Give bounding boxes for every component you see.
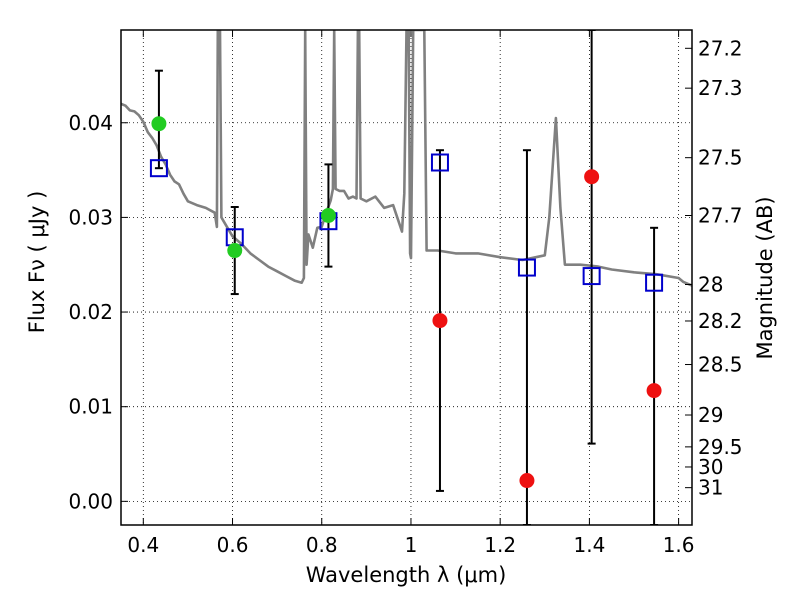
mag-tick-label: 29.5 — [698, 435, 743, 459]
mag-tick-label: 27.7 — [698, 203, 743, 227]
mag-tick-label: 28.2 — [698, 309, 743, 333]
non-detection-point — [646, 383, 662, 399]
photometry-square — [582, 267, 601, 286]
detection-point — [227, 243, 243, 259]
y-axis-label: Flux Fν ( μJy ) — [25, 191, 49, 334]
photometry-square — [149, 159, 168, 178]
x-tick-label: 1.2 — [484, 533, 516, 557]
x-tick-label: 1 — [405, 533, 418, 557]
detection-point — [151, 116, 167, 132]
axes: 0.4 0.6 0.8 1 1.2 1.4 1.6 0.00 0.01 0.02 0.03 0.04 2… — [68, 30, 743, 557]
photometry-square — [517, 258, 536, 277]
x-axis-label: Wavelength λ (μm) — [306, 563, 507, 587]
detection-point — [320, 208, 336, 224]
mag-tick-label: 28.5 — [698, 353, 743, 377]
y-tick-label: 0.03 — [68, 205, 113, 229]
photometry-square — [430, 153, 449, 172]
mag-tick-label: 28 — [698, 273, 723, 297]
mag-tick-label: 30 — [698, 455, 723, 479]
non-detection-point — [584, 169, 600, 185]
mag-tick-label: 27.3 — [698, 76, 743, 100]
x-tick-label: 1.4 — [573, 533, 605, 557]
y-tick-label: 0.01 — [68, 395, 113, 419]
y-tick-label: 0.02 — [68, 300, 113, 324]
non-detection-point — [519, 473, 535, 489]
x-tick-label: 0.4 — [127, 533, 159, 557]
sed-line — [121, 30, 692, 287]
plot-frame — [120, 29, 693, 526]
y-tick-label: 0.04 — [68, 111, 113, 135]
mag-tick-label: 27.2 — [698, 36, 743, 60]
mag-tick-label: 27.5 — [698, 146, 743, 170]
non-detection-point — [432, 313, 448, 329]
mag-tick-label: 31 — [698, 476, 723, 500]
y-axis-right-label: Magnitude (AB) — [753, 196, 777, 359]
mag-tick-label: 29 — [698, 403, 723, 427]
x-tick-label: 0.8 — [306, 533, 338, 557]
photometry-square — [645, 273, 664, 292]
x-tick-label: 0.6 — [217, 533, 249, 557]
y-tick-label: 0.00 — [68, 489, 113, 513]
x-tick-label: 1.6 — [663, 533, 695, 557]
plot-area — [121, 30, 692, 525]
grid-lines — [121, 30, 692, 525]
